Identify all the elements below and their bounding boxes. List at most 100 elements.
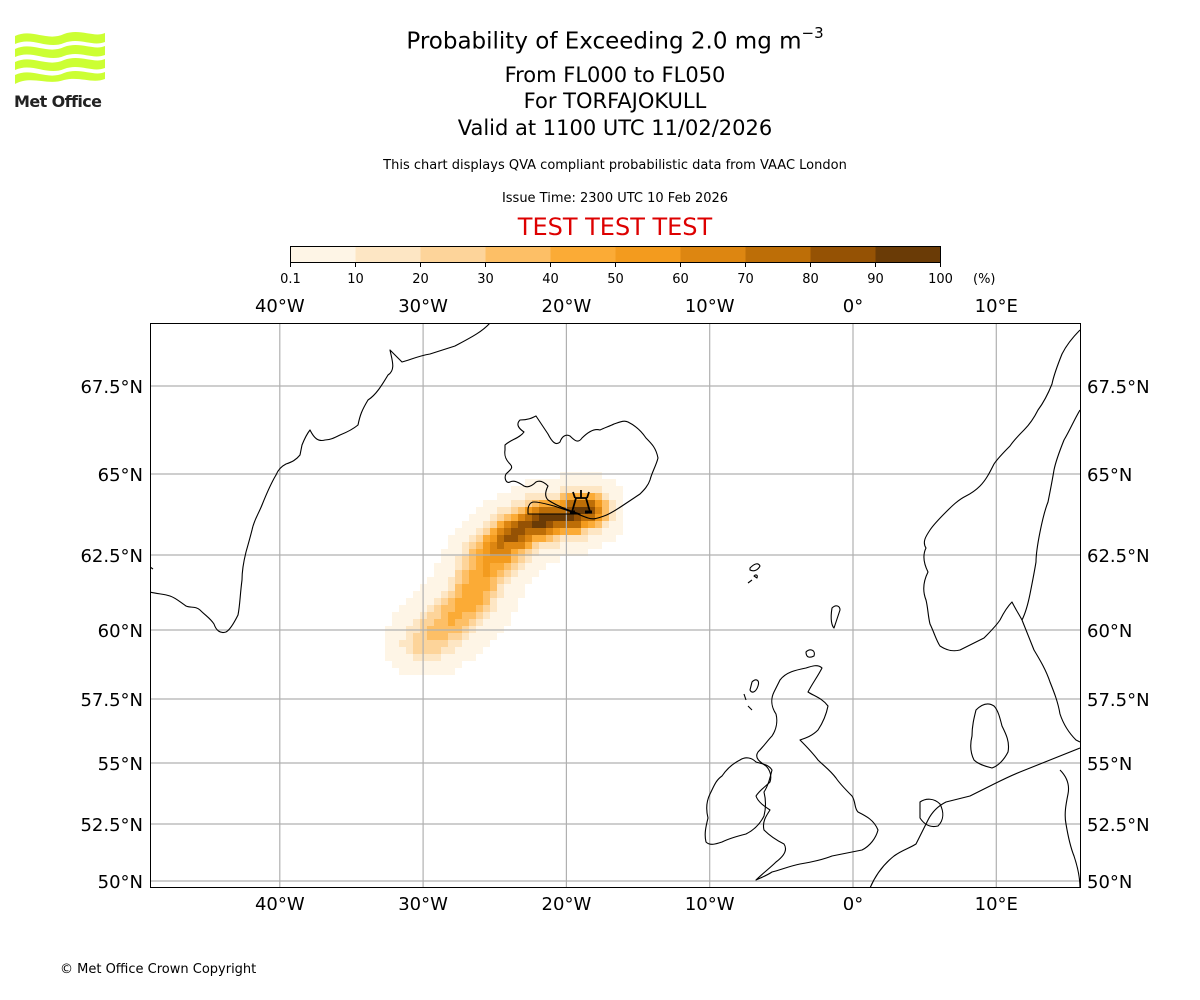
plume-cell — [455, 661, 462, 668]
colorbar-tick-label: 10 — [347, 272, 364, 287]
plume-cell — [581, 528, 588, 535]
coastline-iceland — [504, 415, 659, 520]
longitude-label-bottom: 10°W — [685, 894, 735, 910]
colorbar-tick-label: 90 — [867, 272, 884, 287]
latitude-label-left: 65°N — [98, 465, 143, 486]
plume-cell — [434, 640, 441, 647]
plume-cell — [406, 640, 413, 647]
plume-cell — [476, 605, 483, 612]
plume-cell — [609, 479, 616, 486]
plume-cell — [392, 640, 399, 647]
plume-cell — [525, 521, 532, 528]
plume-cell — [483, 521, 490, 528]
plume-cell — [497, 507, 504, 514]
plume-cell — [581, 486, 588, 493]
plume-cell — [476, 612, 483, 619]
plume-cell — [616, 528, 623, 535]
plume-cell — [511, 514, 518, 521]
plume-cell — [525, 493, 532, 500]
plume-cell — [462, 619, 469, 626]
colorbar-tick-label: 80 — [802, 272, 819, 287]
plume-cell — [560, 486, 567, 493]
plume-cell — [497, 493, 504, 500]
plume-cell — [385, 633, 392, 640]
plume-cell — [581, 472, 588, 479]
plume-cell — [609, 528, 616, 535]
plume-cell — [588, 500, 595, 507]
plume-cell — [616, 521, 623, 528]
plume-cell — [476, 570, 483, 577]
plume-cell — [441, 584, 448, 591]
plume-cell — [497, 570, 504, 577]
plume-cell — [553, 549, 560, 556]
plume-cell — [595, 479, 602, 486]
plume-cell — [441, 612, 448, 619]
plume-cell — [546, 528, 553, 535]
plume-cell — [574, 549, 581, 556]
plume-cell — [511, 507, 518, 514]
plume-cell — [546, 486, 553, 493]
plume-cell — [455, 549, 462, 556]
plume-cell — [518, 500, 525, 507]
plume-cell — [595, 500, 602, 507]
plume-cell — [462, 549, 469, 556]
plume-cell — [560, 535, 567, 542]
plume-cell — [546, 549, 553, 556]
coastline-continental-europe — [869, 747, 1080, 888]
plume-cell — [434, 633, 441, 640]
plume-cell — [574, 472, 581, 479]
plume-cell — [602, 486, 609, 493]
plume-cell — [399, 647, 406, 654]
plume-cell — [490, 528, 497, 535]
plume-cell — [525, 563, 532, 570]
plume-cell — [434, 619, 441, 626]
met-office-logo: Met Office — [14, 32, 105, 111]
plume-cell — [588, 486, 595, 493]
plume-cell — [392, 619, 399, 626]
colorbar-swatch — [875, 246, 941, 263]
plume-cell — [406, 619, 413, 626]
plume-cell — [392, 633, 399, 640]
plume-cell — [455, 640, 462, 647]
plume-cell — [602, 528, 609, 535]
plume-cell — [490, 591, 497, 598]
plume-cell — [490, 598, 497, 605]
coastline-shetland — [830, 605, 841, 629]
plume-cell — [455, 535, 462, 542]
plume-cell — [399, 605, 406, 612]
plume-cell — [539, 507, 546, 514]
plume-cell — [595, 521, 602, 528]
plume-cell — [448, 633, 455, 640]
plume-cell — [539, 549, 546, 556]
plume-cell — [616, 507, 623, 514]
plume-cell — [469, 549, 476, 556]
plume-cell — [560, 514, 567, 521]
plume-cell — [462, 535, 469, 542]
plume-cell — [476, 507, 483, 514]
plume-cell — [490, 549, 497, 556]
plume-cell — [567, 514, 574, 521]
volcano-name: For TORFAJOKULL — [523, 89, 707, 113]
plume-cell — [448, 668, 455, 675]
plume-cell — [525, 514, 532, 521]
plume-cell — [427, 633, 434, 640]
plume-cell — [539, 521, 546, 528]
plume-cell — [574, 486, 581, 493]
colorbar-tick-label: 70 — [737, 272, 754, 287]
plume-cell — [483, 619, 490, 626]
plume-cell — [427, 598, 434, 605]
plume-cell — [434, 591, 441, 598]
plume-cell — [560, 549, 567, 556]
plume-cell — [462, 647, 469, 654]
plume-cell — [553, 535, 560, 542]
copyright-notice: © Met Office Crown Copyright — [60, 962, 257, 977]
coastline-greenland — [150, 323, 491, 634]
plume-cell — [504, 556, 511, 563]
plume-cell — [490, 514, 497, 521]
plume-cell — [553, 528, 560, 535]
plume-cell — [518, 486, 525, 493]
plume-cell — [518, 556, 525, 563]
plume-cell — [553, 493, 560, 500]
plume-cell — [581, 549, 588, 556]
plume-cell — [455, 528, 462, 535]
